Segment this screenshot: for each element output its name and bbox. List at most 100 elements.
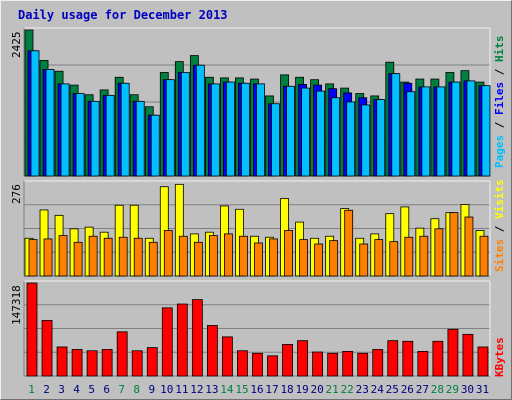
- bar-sites-day-19: [299, 239, 308, 277]
- legend-pages-files-hits: Pages / Files / Hits: [493, 36, 506, 169]
- legend-sep: /: [493, 219, 506, 239]
- visits-max-label: 276: [10, 184, 23, 204]
- day-label-14: 14: [220, 383, 234, 396]
- day-label-22: 22: [341, 383, 354, 396]
- day-label-8: 8: [133, 383, 140, 396]
- bar-pages-day-17: [271, 103, 280, 177]
- bar-sites-day-16: [254, 242, 263, 277]
- day-label-12: 12: [190, 383, 203, 396]
- bar-sites-day-1: [28, 239, 38, 277]
- legend-sep: /: [493, 115, 506, 135]
- bar-pages-day-19: [301, 87, 310, 177]
- bar-pages-day-21: [331, 97, 341, 177]
- day-label-10: 10: [160, 383, 173, 396]
- bar-kbytes-day-27: [417, 350, 429, 377]
- bar-sites-day-20: [314, 243, 324, 277]
- bar-sites-day-14: [224, 233, 233, 277]
- bar-sites-day-6: [103, 237, 113, 277]
- bar-kbytes-day-24: [372, 349, 384, 377]
- day-label-19: 19: [295, 383, 308, 396]
- bar-kbytes-day-19: [297, 340, 308, 377]
- bar-kbytes-day-13: [206, 325, 218, 377]
- bar-pages-day-11: [180, 72, 190, 177]
- day-label-9: 9: [148, 383, 155, 396]
- bar-kbytes-day-29: [447, 328, 459, 377]
- day-label-15: 15: [235, 383, 248, 396]
- bar-pages-day-25: [391, 73, 401, 177]
- bar-sites-day-4: [73, 241, 83, 277]
- bar-pages-day-26: [406, 91, 416, 177]
- day-label-17: 17: [265, 383, 278, 396]
- bar-sites-day-22: [344, 209, 354, 277]
- bar-pages-day-4: [75, 93, 85, 177]
- day-label-30: 30: [461, 383, 474, 396]
- bar-kbytes-day-8: [131, 350, 143, 377]
- bar-pages-day-14: [226, 81, 235, 177]
- day-label-3: 3: [58, 383, 65, 396]
- bar-sites-day-2: [43, 238, 53, 277]
- bar-sites-day-10: [163, 230, 173, 277]
- bar-pages-day-16: [256, 83, 265, 177]
- bar-kbytes-day-4: [71, 349, 83, 377]
- day-label-2: 2: [43, 383, 50, 396]
- bar-kbytes-day-15: [237, 350, 248, 377]
- bar-pages-day-9: [150, 114, 160, 177]
- bar-sites-day-3: [58, 235, 68, 277]
- legend-sites-visits: Sites / Visits: [493, 179, 506, 272]
- bar-kbytes-day-9: [146, 347, 158, 377]
- bar-pages-day-10: [165, 79, 175, 177]
- day-label-13: 13: [205, 383, 218, 396]
- bar-sites-day-25: [389, 241, 399, 277]
- legend-kbytes-text: KBytes: [493, 337, 506, 377]
- legend-pages: Pages: [493, 134, 506, 168]
- bar-kbytes-day-28: [432, 340, 444, 377]
- bar-sites-day-24: [374, 239, 384, 277]
- bar-sites-day-31: [479, 235, 489, 277]
- bar-pages-day-13: [210, 83, 220, 177]
- bar-sites-day-15: [239, 235, 248, 277]
- day-label-31: 31: [476, 383, 489, 396]
- bar-kbytes-day-5: [86, 350, 98, 377]
- day-label-7: 7: [118, 383, 125, 396]
- bar-pages-day-28: [436, 86, 446, 177]
- bar-kbytes-day-18: [282, 344, 293, 377]
- bar-kbytes-day-2: [41, 320, 53, 377]
- bar-sites-day-5: [88, 235, 98, 277]
- bar-sites-day-28: [434, 228, 444, 277]
- bar-sites-day-8: [133, 237, 143, 277]
- bar-sites-day-11: [178, 235, 188, 277]
- bar-kbytes-day-23: [357, 352, 369, 377]
- bar-kbytes-day-21: [327, 352, 339, 377]
- bar-sites-day-23: [359, 243, 369, 277]
- legend-kbytes: KBytes: [493, 337, 506, 377]
- bar-pages-day-6: [105, 94, 115, 177]
- bar-pages-day-12: [195, 64, 205, 177]
- day-label-28: 28: [431, 383, 444, 396]
- bar-sites-day-29: [449, 212, 459, 277]
- day-label-20: 20: [311, 383, 324, 396]
- bar-kbytes-day-3: [56, 346, 68, 377]
- day-label-26: 26: [401, 383, 414, 396]
- bar-pages-day-2: [45, 69, 55, 177]
- bar-kbytes-day-20: [312, 351, 324, 377]
- kbytes-max-label: 147318: [10, 285, 23, 325]
- bar-kbytes-day-22: [342, 350, 354, 377]
- bar-pages-day-5: [90, 100, 100, 177]
- bar-pages-day-18: [286, 85, 295, 177]
- legend-visits: Visits: [493, 179, 506, 219]
- bar-sites-day-26: [404, 236, 414, 277]
- bar-sites-day-12: [193, 241, 203, 277]
- day-label-23: 23: [356, 383, 369, 396]
- day-label-16: 16: [250, 383, 263, 396]
- hits-max-label: 2425: [10, 31, 23, 59]
- legend-sep: /: [493, 62, 506, 82]
- day-label-4: 4: [73, 383, 80, 396]
- bar-pages-day-3: [60, 83, 70, 177]
- bar-sites-day-13: [208, 235, 218, 277]
- day-label-6: 6: [103, 383, 110, 396]
- bar-kbytes-day-30: [462, 333, 474, 377]
- chart-title: Daily usage for December 2013: [18, 8, 228, 22]
- bar-pages-day-22: [346, 101, 356, 177]
- bar-sites-day-30: [464, 216, 474, 277]
- day-label-25: 25: [386, 383, 399, 396]
